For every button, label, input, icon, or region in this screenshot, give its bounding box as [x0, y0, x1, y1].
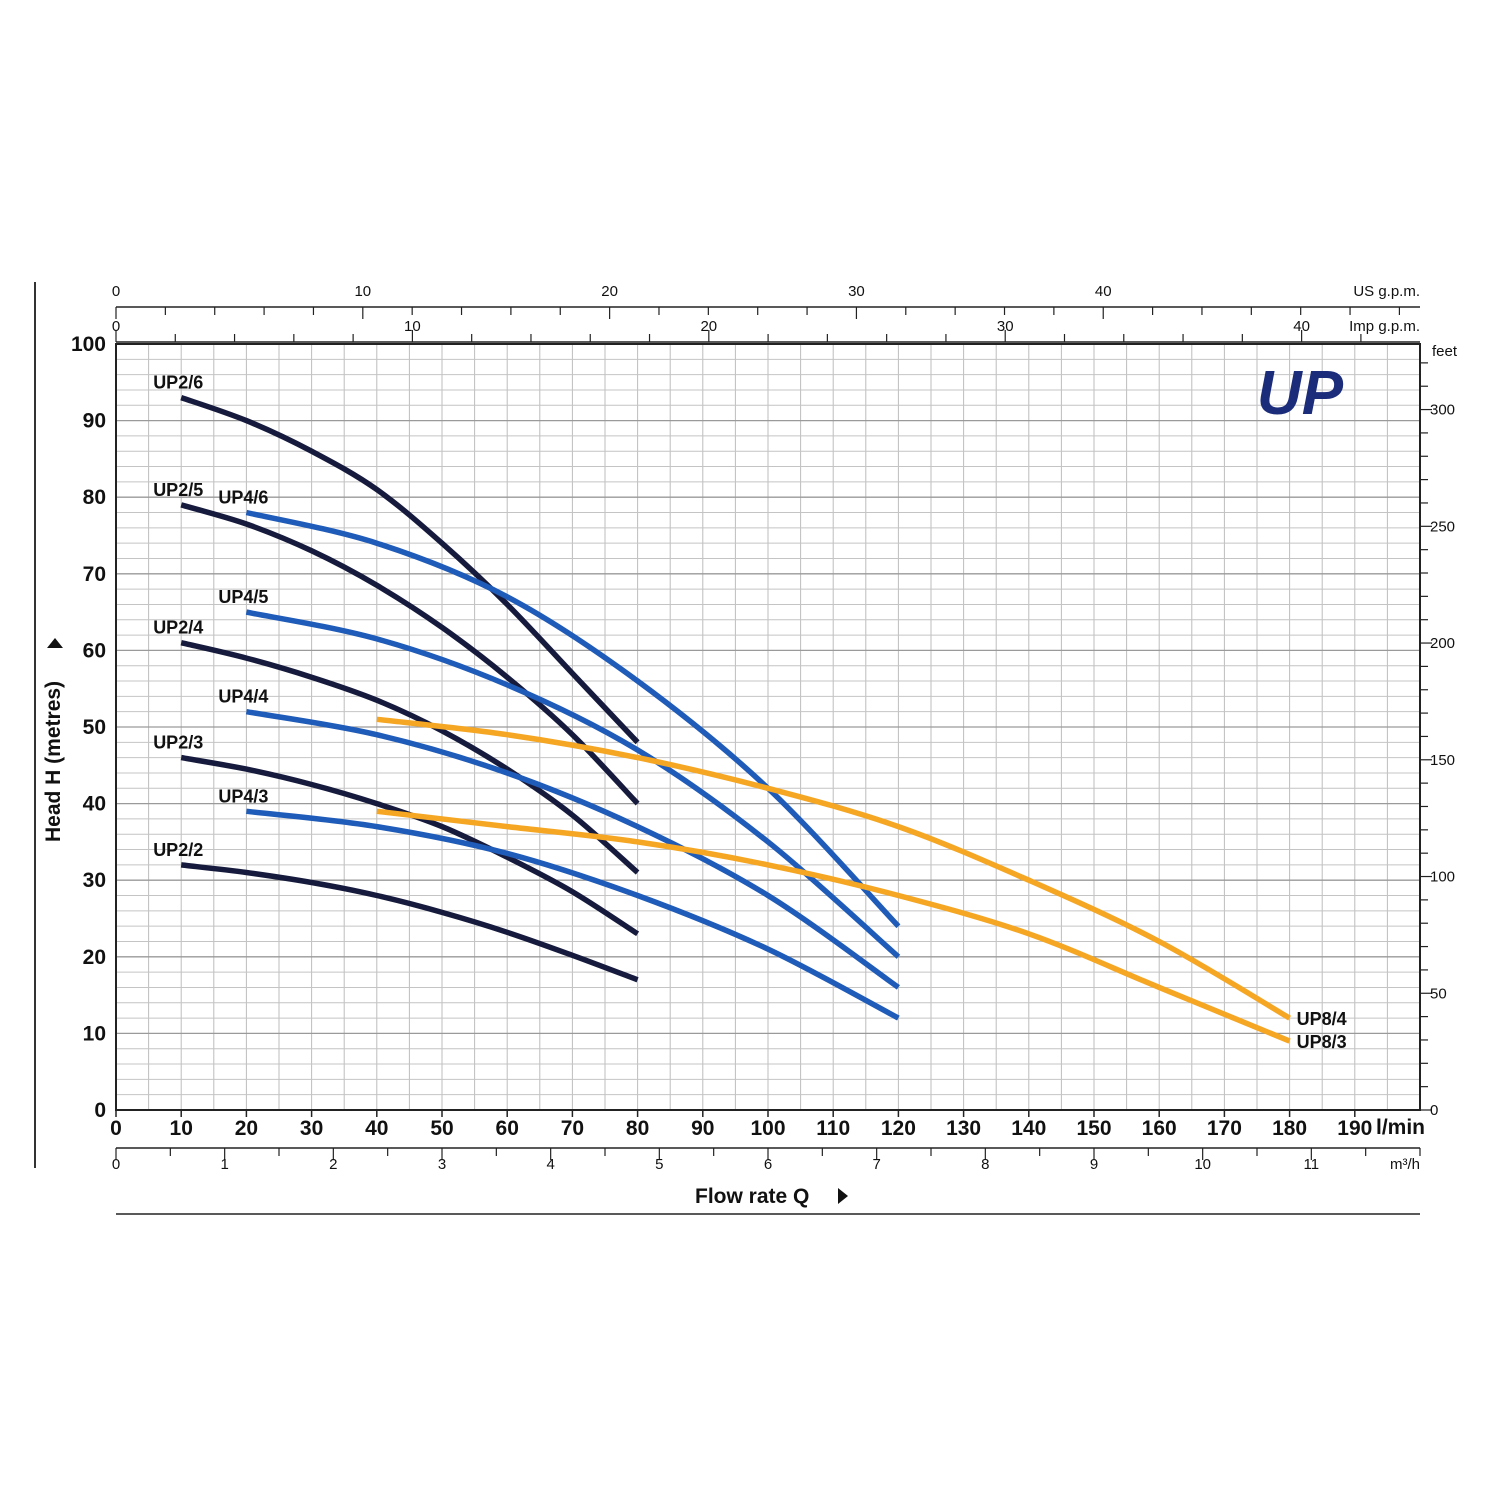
series-line-up8-3	[376, 808, 1291, 1044]
m3h-tick-label: 9	[1090, 1156, 1098, 1173]
m3h-tick-label: 7	[872, 1156, 880, 1173]
y-axis-arrow-icon	[47, 638, 63, 648]
us-gpm-tick-label: 0	[112, 283, 120, 300]
y-tick-label: 90	[83, 410, 106, 433]
feet-tick-label: 250	[1430, 518, 1455, 535]
feet-tick-label: 200	[1430, 635, 1455, 652]
x-tick-label: 50	[430, 1117, 453, 1140]
m3h-tick-label: 4	[546, 1156, 554, 1173]
plot-grid	[116, 344, 1420, 1110]
x-tick-label: 0	[110, 1117, 122, 1140]
us-gpm-tick-label: 20	[601, 283, 618, 300]
series-curves	[180, 395, 1291, 1044]
x-tick-label: 180	[1272, 1117, 1307, 1140]
feet-tick-label: 300	[1430, 402, 1455, 419]
series-label-up2-3: UP2/3	[153, 733, 203, 753]
x-axis-title: Flow rate Q	[695, 1185, 809, 1208]
m3h-tick-label: 11	[1304, 1156, 1320, 1173]
series-line-up4-4	[245, 708, 900, 990]
series-line-up2-6	[180, 395, 640, 745]
series-label-up2-6: UP2/6	[153, 373, 203, 393]
brand-logo: UP	[1257, 359, 1344, 428]
m3h-tick-label: 6	[764, 1156, 772, 1173]
x-tick-label: 190	[1337, 1117, 1372, 1140]
y-tick-label: 60	[83, 639, 106, 662]
secondary-axes: 0 10 20 30 400 10 20 30 400 1 2 3 4 5 6 7 8 9 10 1105010015…	[112, 283, 1455, 1173]
m3h-unit-label: m³/h	[1390, 1156, 1420, 1173]
x-tick-label: 60	[496, 1117, 519, 1140]
series-label-up2-4: UP2/4	[153, 618, 203, 638]
x-tick-label: 90	[691, 1117, 714, 1140]
series-label-up4-4: UP4/4	[218, 687, 268, 707]
feet-tick-label: 150	[1430, 752, 1455, 769]
x-tick-label: 110	[816, 1117, 850, 1140]
x-tick-label: 140	[1011, 1117, 1046, 1140]
series-line-up4-6	[245, 509, 901, 929]
series-line-up2-4	[180, 640, 640, 875]
x-tick-label: 160	[1142, 1117, 1177, 1140]
series-label-up2-5: UP2/5	[153, 480, 203, 500]
m3h-tick-label: 10	[1194, 1156, 1211, 1173]
feet-unit-label: feet	[1432, 343, 1458, 360]
x-tick-label: 20	[235, 1117, 258, 1140]
x-tick-label: 120	[881, 1117, 916, 1140]
feet-tick-label: 50	[1430, 985, 1447, 1002]
y-tick-label: 80	[83, 486, 106, 509]
y-tick-label: 40	[83, 793, 106, 816]
y-tick-label: 100	[71, 333, 106, 356]
x-tick-label: 30	[300, 1117, 323, 1140]
x-tick-label: 100	[750, 1117, 785, 1140]
x-tick-label: 150	[1076, 1117, 1111, 1140]
m3h-tick-label: 3	[438, 1156, 446, 1173]
y-tick-label: 20	[83, 946, 106, 969]
imp-gpm-tick-label: 30	[997, 318, 1014, 335]
imp-gpm-tick-label: 10	[404, 318, 421, 335]
series-label-up4-5: UP4/5	[218, 587, 268, 607]
series-line-up8-4	[376, 716, 1291, 1021]
us-gpm-tick-label: 10	[354, 283, 371, 300]
primary-axes: 0 10 20 30 40 50 60 70 80 90 100 0 10 20 30 40 50 60 70 80 9…	[71, 333, 1421, 1140]
feet-tick-label: 0	[1430, 1102, 1438, 1119]
x-tick-label: 170	[1207, 1117, 1242, 1140]
series-label-up2-2: UP2/2	[153, 840, 203, 860]
imp-gpm-tick-label: 0	[112, 318, 120, 335]
y-tick-label: 50	[83, 716, 106, 739]
series-label-up8-4: UP8/4	[1297, 1009, 1347, 1029]
m3h-tick-label: 8	[981, 1156, 989, 1173]
y-tick-label: 0	[94, 1099, 106, 1122]
m3h-tick-label: 5	[655, 1156, 663, 1173]
y-tick-label: 70	[83, 563, 106, 586]
feet-tick-label: 100	[1430, 869, 1455, 886]
imp-gpm-unit-label: Imp g.p.m.	[1349, 318, 1420, 335]
y-tick-label: 30	[83, 869, 106, 892]
series-label-up4-6: UP4/6	[218, 488, 268, 508]
y-tick-label: 10	[83, 1022, 106, 1045]
us-gpm-tick-label: 40	[1095, 283, 1112, 300]
series-label-up8-3: UP8/3	[1297, 1032, 1347, 1052]
series-line-up4-3	[246, 808, 900, 1021]
x-tick-label: 130	[946, 1117, 981, 1140]
series-label-up4-3: UP4/3	[218, 786, 268, 806]
x-tick-label: 40	[365, 1117, 388, 1140]
x-tick-label: 10	[170, 1117, 193, 1140]
series-labels: UP2/6 UP2/5 UP2/4 UP2/3 UP2/2 UP4/6 UP4/5 UP4/4…	[153, 373, 1346, 1052]
series-line-up4-5	[245, 609, 901, 959]
x-tick-label: 70	[561, 1117, 584, 1140]
imp-gpm-tick-label: 20	[700, 318, 717, 335]
series-line-up2-2	[180, 862, 639, 983]
us-gpm-tick-label: 30	[848, 283, 865, 300]
x-axis-arrow-icon	[838, 1188, 848, 1204]
x-unit-label: l/min	[1376, 1116, 1425, 1139]
y-axis-title: Head H (metres)	[42, 681, 65, 842]
us-gpm-unit-label: US g.p.m.	[1353, 283, 1420, 300]
series-line-up2-5	[180, 502, 640, 806]
m3h-tick-label: 2	[329, 1156, 337, 1173]
m3h-tick-label: 0	[112, 1156, 120, 1173]
x-tick-label: 80	[626, 1117, 649, 1140]
imp-gpm-tick-label: 40	[1293, 318, 1310, 335]
m3h-tick-label: 1	[220, 1156, 228, 1173]
